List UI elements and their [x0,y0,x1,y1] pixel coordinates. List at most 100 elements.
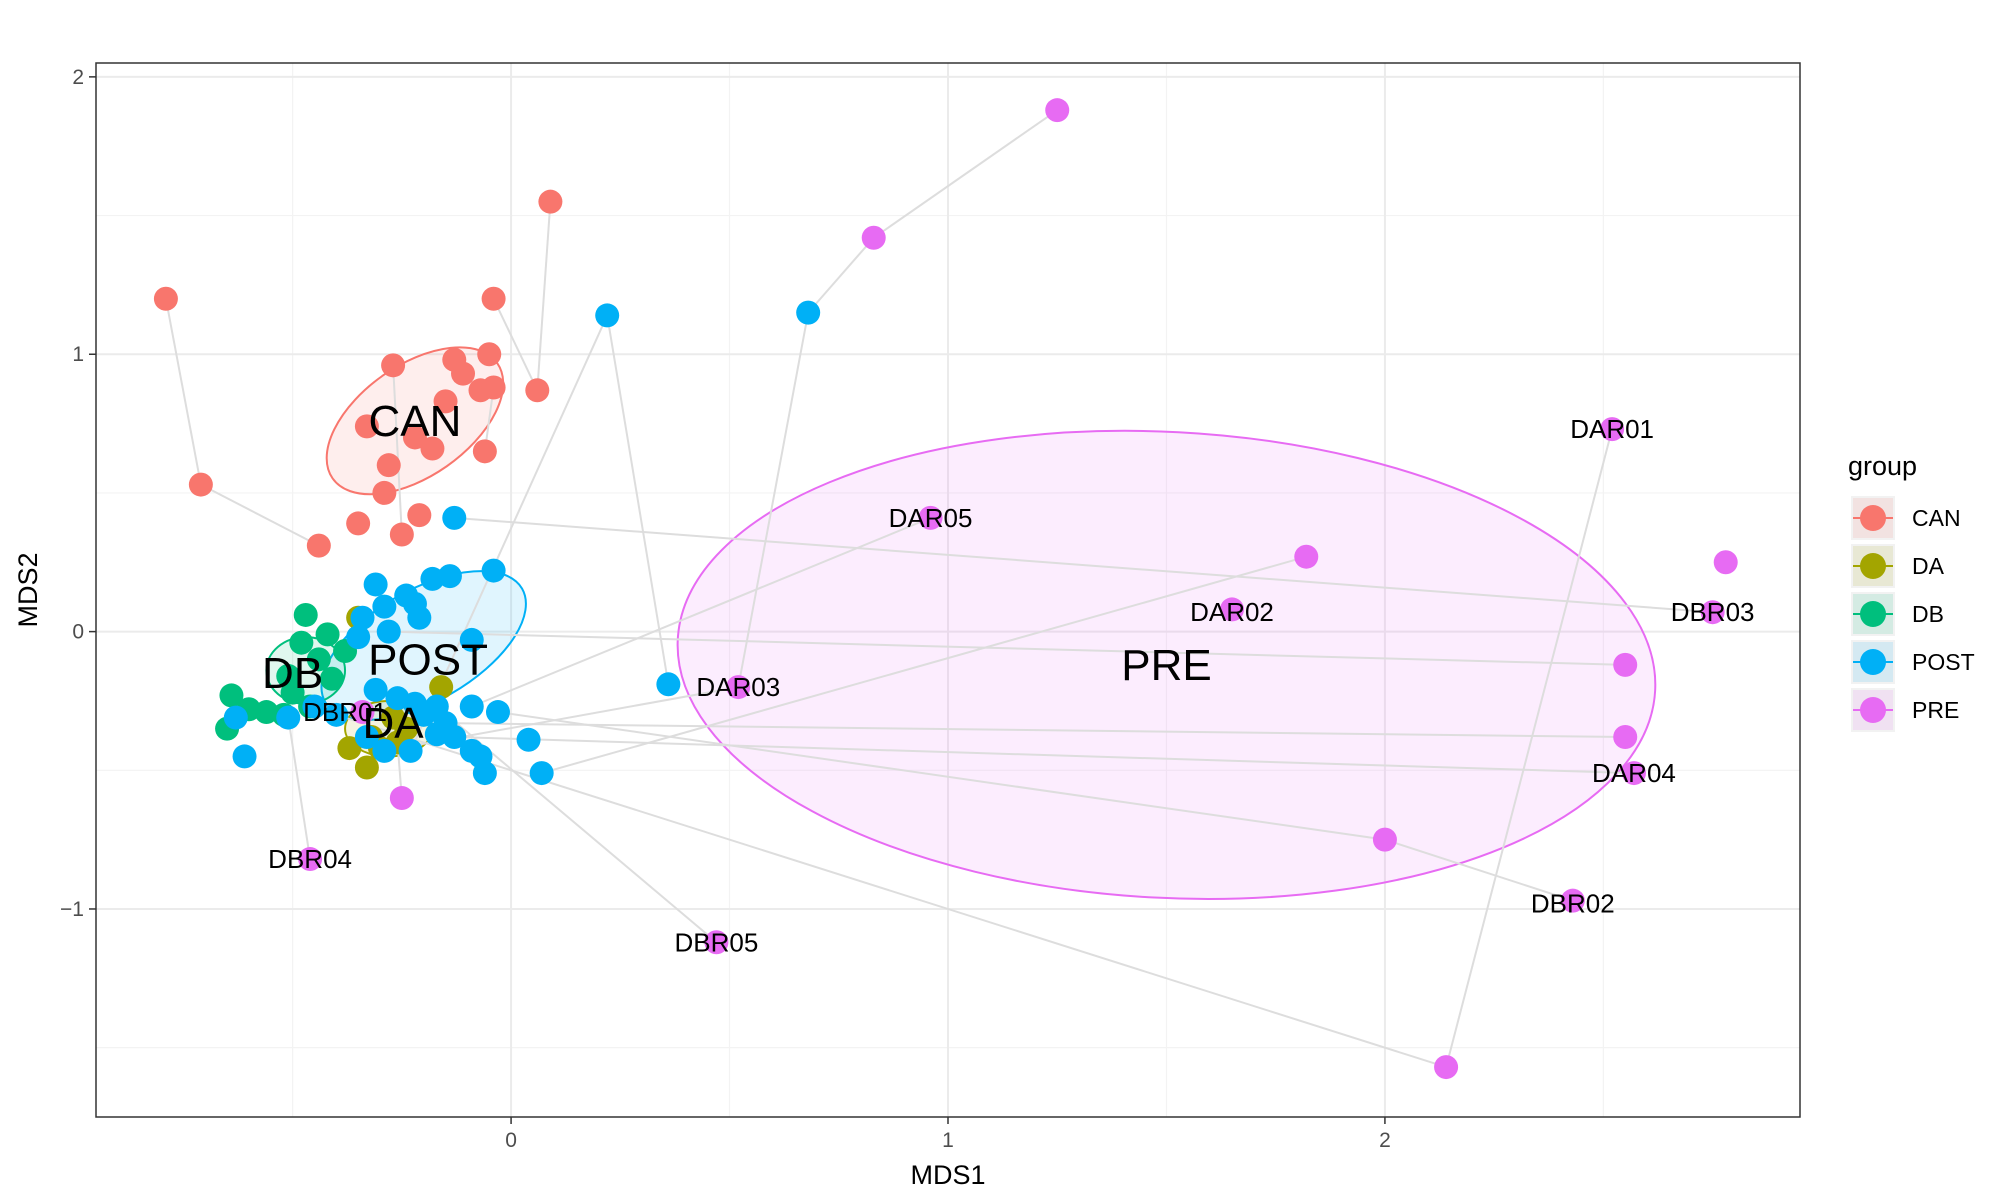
connector-segment [445,722,1626,739]
point-label-dar04: DAR04 [1592,758,1676,788]
point-can [538,189,563,214]
connector-segment [287,717,312,860]
centroid-label-da: DA [363,699,425,748]
point-label-dbr04: DBR04 [268,844,352,874]
connector-segment [873,109,1058,239]
point-can [306,533,331,558]
point-pre [726,675,751,700]
y-axis-label: MDS2 [13,552,43,627]
connector-segment [388,630,1626,666]
point-pre [1621,761,1646,786]
y-tick-label: 2 [72,66,84,89]
point-can [433,389,458,414]
point-db [219,683,244,708]
legend: group CAN DA DB POST PRE [1848,451,1975,732]
point-db [319,666,344,691]
point-post [324,702,349,727]
point-label-dbr05: DBR05 [675,927,759,957]
point-pre [1700,600,1725,625]
point-pre [298,847,323,872]
point-post [420,566,445,591]
connector-segment [1384,838,1574,902]
point-db [293,602,318,627]
legend-marker-post [1860,649,1886,675]
point-post [459,627,484,652]
point-can [188,472,213,497]
centroid-label-db: DB [262,649,323,698]
point-post [223,705,248,730]
x-axis-label: MDS1 [910,1160,985,1190]
connector-segment [1445,428,1614,1068]
point-can [477,342,502,367]
connector-segment [737,312,810,688]
x-tick-label: 2 [1379,1129,1391,1152]
point-can [420,436,445,461]
point-post [363,677,388,702]
point-post [276,705,301,730]
point-post [442,505,467,530]
point-can [346,511,371,536]
point-can [354,414,379,439]
point-pre [1560,888,1585,913]
y-tick-label: 1 [72,343,84,366]
point-pre [1045,98,1070,123]
connector-segment [471,516,931,708]
x-tick-label: 1 [942,1129,954,1152]
legend-label-post: POST [1912,649,1975,675]
data-points [153,98,1738,1080]
point-post [346,625,371,650]
point-db [306,647,331,672]
connector-segment [164,298,202,485]
x-axis: 0 1 2 [505,1117,1391,1152]
point-can [153,286,178,311]
connector-segment [807,237,875,314]
legend-label-da: DA [1912,553,1945,579]
point-da [429,675,454,700]
point-pre [1434,1055,1459,1080]
point-pre [918,505,943,530]
point-label-dar02: DAR02 [1190,597,1274,627]
point-can [389,522,414,547]
point-post [376,619,401,644]
centroid-label-pre: PRE [1121,641,1211,690]
point-pre [1372,827,1397,852]
point-pre [1220,597,1244,622]
connector-segments [164,109,1713,1069]
legend-marker-db [1860,601,1886,627]
connector-segment [492,298,539,391]
point-label-dar05: DAR05 [889,503,973,533]
y-axis: −1 0 1 2 [60,66,96,921]
legend-marker-pre [1860,697,1886,723]
point-post [232,744,257,769]
connector-segment [200,483,320,547]
connector-segment [454,736,1634,775]
x-tick-label: 0 [505,1129,517,1152]
legend-label-pre: PRE [1912,697,1959,723]
connector-segment [606,315,670,685]
point-can [407,503,432,528]
point-can [402,425,427,450]
point-pre [1294,544,1319,569]
point-db [280,680,305,705]
legend-marker-can [1860,505,1886,531]
legend-label-can: CAN [1912,505,1961,531]
point-post [372,594,397,619]
point-post [472,761,497,786]
centroid-labels: CAN POST DB DA PRE [262,397,1212,748]
legend-title: group [1848,451,1917,481]
point-da [337,736,362,761]
point-post [372,738,397,763]
point-db [289,630,314,655]
point-pre [350,700,375,725]
point-post [481,558,506,583]
centroid-label-post: POST [368,635,488,684]
point-can [481,375,506,400]
point-da [381,705,406,730]
point-label-dbr02: DBR02 [1531,888,1615,918]
connector-segment [392,365,403,535]
point-post [485,700,510,725]
point-can [472,439,497,464]
point-pre [1600,417,1625,442]
point-pre [861,225,886,250]
